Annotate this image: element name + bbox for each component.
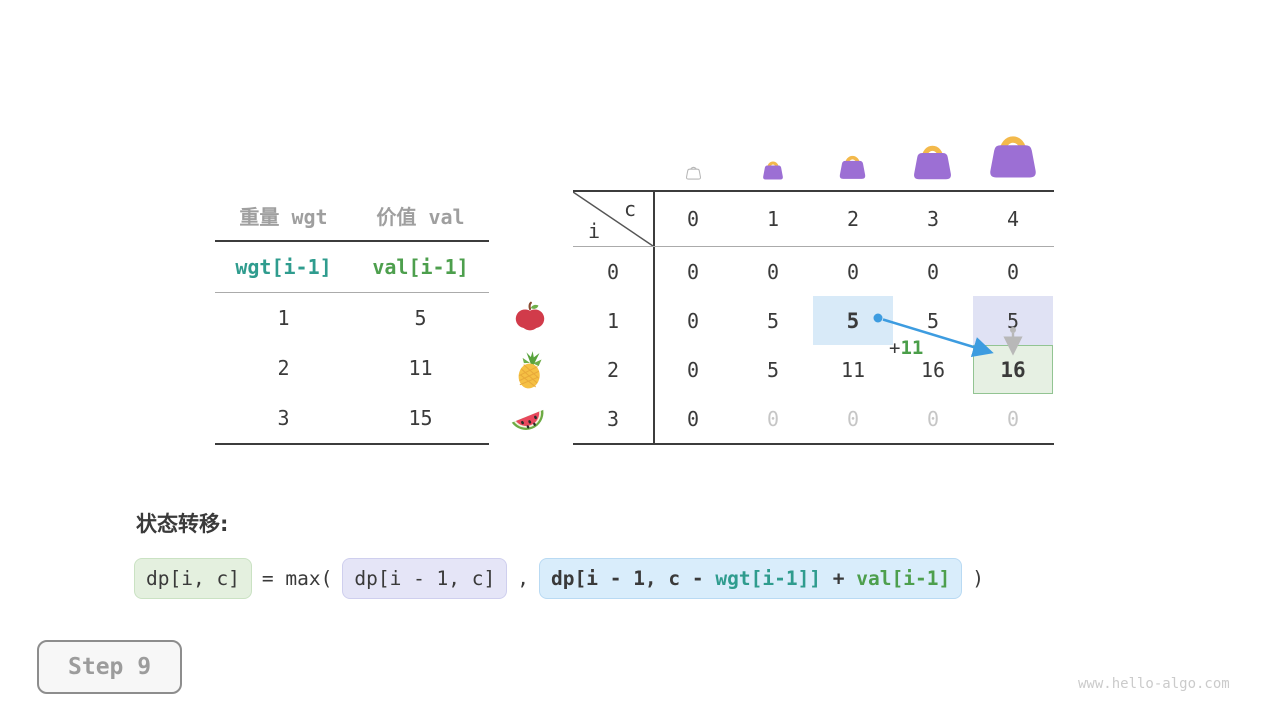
dp-cell-1-0: 0 — [686, 308, 700, 333]
handbag-icon — [837, 151, 868, 181]
transition-formula: dp[i, c] = max( dp[i - 1, c] , dp[i - 1,… — [134, 558, 984, 599]
dp-cell-3-2: 0 — [846, 406, 860, 431]
weight-column-header: 重量 wgt — [239, 204, 328, 229]
item-weight: 1 — [277, 306, 290, 330]
current-state-term: dp[i, c] — [134, 558, 252, 599]
dp-cell-2-4-target: 16 — [973, 345, 1053, 394]
dp-cell-2-3: 16 — [920, 357, 946, 382]
dp-cell-3-4: 0 — [1006, 406, 1020, 431]
row-header: 1 — [606, 308, 620, 333]
item-weight: 3 — [277, 406, 290, 430]
divider — [215, 240, 489, 242]
dp-cell-3-0: 0 — [686, 406, 700, 431]
dp-cell-3-3: 0 — [926, 406, 940, 431]
divider — [215, 443, 489, 445]
row-header: 3 — [606, 406, 620, 431]
val-subheader: val[i-1] — [372, 255, 469, 279]
dp-grid: 0 0 0 0 0 0 5 5 5 5 0 5 11 16 16 0 0 0 0… — [653, 247, 1053, 443]
dp-cell-0-0: 0 — [686, 259, 700, 284]
items-table: 重量 wgt 价值 val wgt[i-1] val[i-1] 1 5 2 11… — [215, 190, 489, 445]
wgt-term: wgt[i-1]] — [715, 567, 822, 590]
take-term-part2: + — [821, 567, 857, 590]
comma: , — [517, 567, 530, 590]
dp-row-labels: 0 1 2 3 — [573, 247, 653, 443]
item-row: 3 15 — [215, 393, 489, 443]
dp-corner-cell: c i — [573, 192, 653, 246]
col-header: 3 — [926, 207, 940, 231]
dp-cell-3-1: 0 — [766, 406, 780, 431]
dp-cell-1-2-source-take: 5 — [813, 296, 893, 345]
transition-heading: 状态转移: — [136, 512, 229, 536]
wgt-subheader: wgt[i-1] — [235, 255, 332, 279]
dp-cell-2-2: 11 — [840, 357, 866, 382]
item-axis-label: i — [588, 219, 601, 243]
col-header: 1 — [766, 207, 780, 231]
items-table-header: 重量 wgt 价值 val — [215, 190, 489, 240]
item-row: 1 5 — [215, 293, 489, 343]
dp-cell-2-1: 5 — [766, 357, 780, 382]
added-value: 11 — [900, 337, 924, 359]
added-value-annotation: +11 — [889, 337, 923, 359]
item-row: 2 11 — [215, 343, 489, 393]
step-indicator-button[interactable]: Step 9 — [37, 640, 183, 694]
equals-max: = max( — [261, 567, 333, 590]
apple-icon — [514, 301, 546, 333]
dp-cell-1-1: 5 — [766, 308, 780, 333]
item-weight: 2 — [277, 356, 290, 380]
capacity-axis-label: c — [623, 197, 636, 221]
dp-cell-1-4-source-skip: 5 — [973, 296, 1053, 345]
dp-cell-0-3: 0 — [926, 259, 940, 284]
dp-cell-0-1: 0 — [766, 259, 780, 284]
divider — [653, 192, 655, 443]
take-term-part1: dp[i - 1, c - — [551, 567, 716, 590]
item-value: 5 — [414, 306, 427, 330]
col-header: 0 — [686, 207, 700, 231]
item-value: 11 — [408, 356, 433, 380]
val-term: val[i-1] — [856, 567, 951, 590]
watermelon-icon — [508, 401, 550, 439]
handbag-icon — [985, 128, 1041, 181]
dp-cell-0-4: 0 — [1006, 259, 1020, 284]
dp-cell-0-2: 0 — [846, 259, 860, 284]
empty-bag-icon — [685, 163, 702, 181]
row-header: 0 — [606, 259, 620, 284]
take-item-term: dp[i - 1, c - wgt[i-1]] + val[i-1] — [539, 558, 963, 599]
handbag-icon — [761, 158, 785, 181]
pineapple-icon — [511, 350, 549, 390]
divider — [215, 292, 489, 293]
site-watermark: www.hello-algo.com — [1078, 676, 1230, 692]
col-header: 2 — [846, 207, 860, 231]
handbag-icon — [910, 139, 955, 182]
item-value: 15 — [408, 406, 433, 430]
divider — [573, 246, 1054, 247]
dp-column-headers: 0 1 2 3 4 — [653, 192, 1053, 246]
col-header: 4 — [1006, 207, 1020, 231]
close-paren: ) — [972, 567, 984, 590]
skip-item-term: dp[i - 1, c] — [342, 558, 508, 599]
dp-cell-2-0: 0 — [686, 357, 700, 382]
plus-sign: + — [889, 337, 901, 359]
row-header: 2 — [606, 357, 620, 382]
value-column-header: 价值 val — [376, 204, 465, 229]
dp-table: c i 0 1 2 3 4 0 1 2 3 0 0 0 0 0 0 5 5 5 … — [573, 190, 1054, 445]
items-table-subheader: wgt[i-1] val[i-1] — [215, 242, 489, 292]
